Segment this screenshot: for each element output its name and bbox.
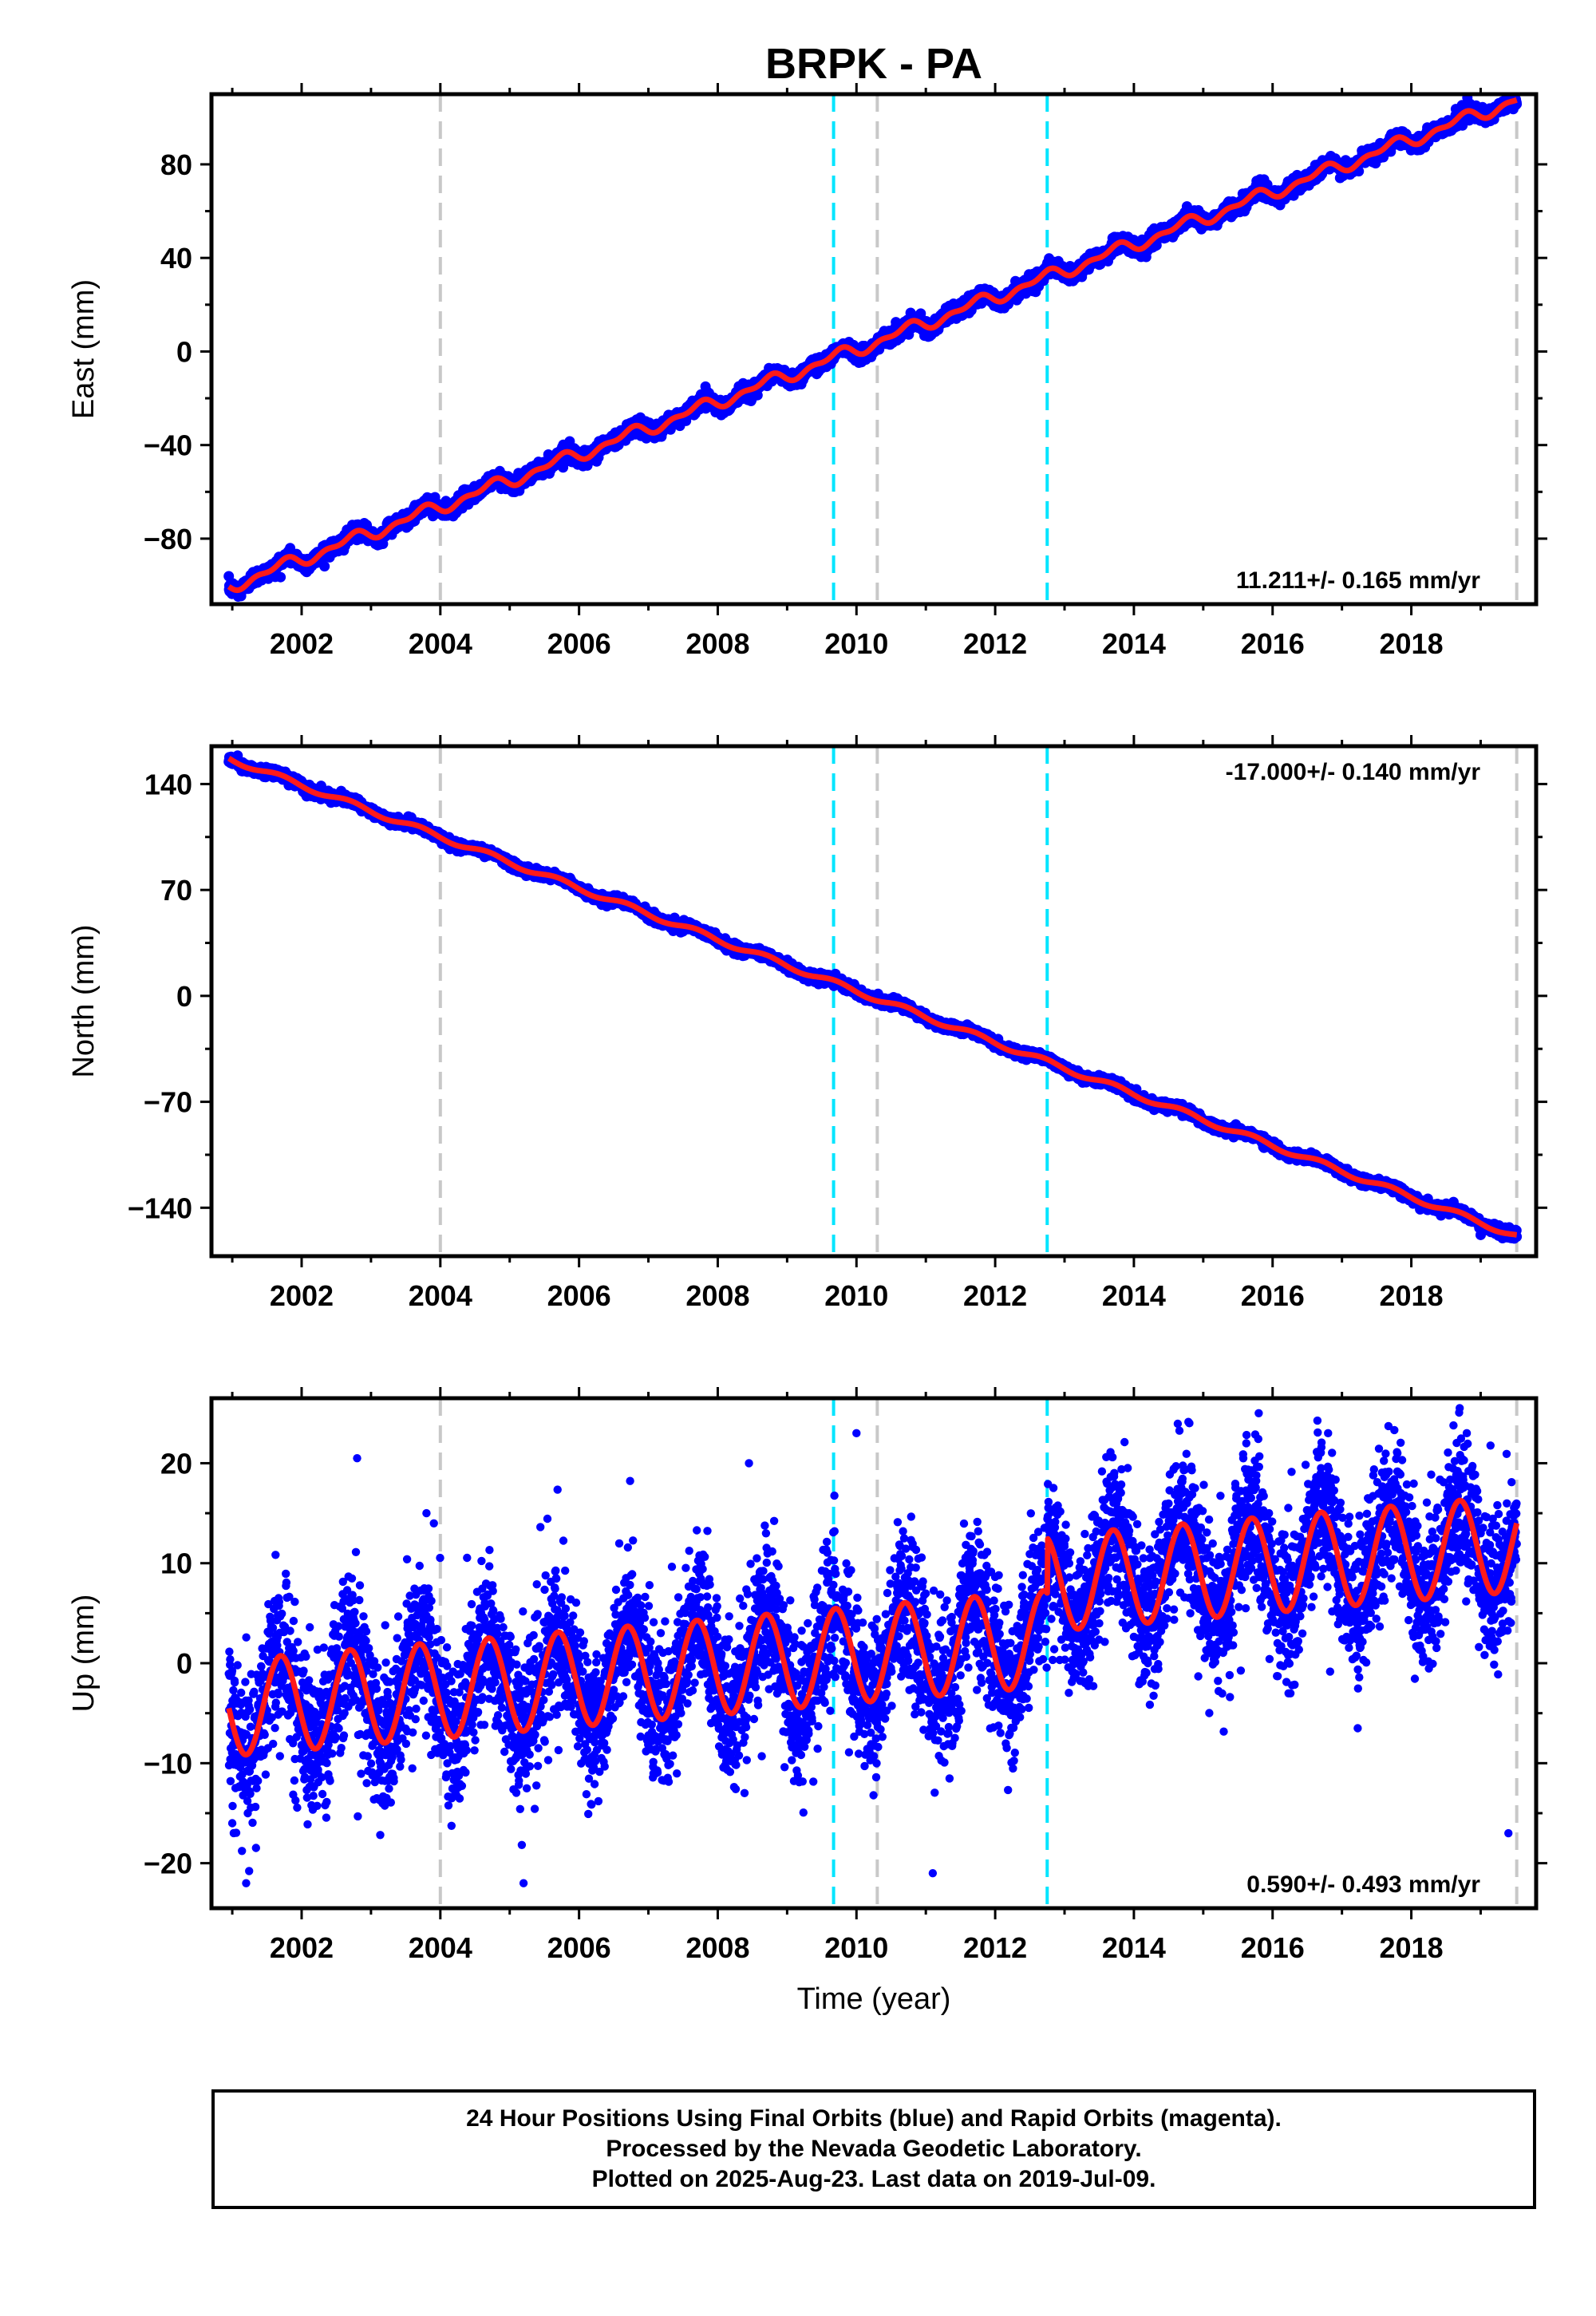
y-tick-label: −40 (144, 429, 192, 462)
y-tick-label: 40 (160, 242, 192, 275)
rate-label-east: 11.211+/- 0.165 mm/yr (1236, 567, 1480, 594)
panel-north: 2002 2004 2006 2008 2010 2012 2014 2016 2018−140… (67, 735, 1547, 1312)
x-tick-label: 2012 (963, 627, 1027, 660)
x-tick-label: 2018 (1380, 627, 1444, 660)
panels: 2002 2004 2006 2008 2010 2012 2014 2016 2018 −80 −… (67, 83, 1547, 2016)
panel-east: 2002 2004 2006 2008 2010 2012 2014 2016 2018 −80 −… (67, 83, 1547, 660)
y-tick-label: −80 (144, 523, 192, 555)
x-tick-label: 2010 (824, 627, 888, 660)
x-tick-label: 2016 (1241, 627, 1305, 660)
x-tick-label: 2004 (409, 627, 472, 660)
y-tick-label: 80 (160, 148, 192, 181)
x-tick-label: 2014 (1102, 627, 1166, 660)
plot-area-east (223, 94, 1523, 604)
x-tick-label: 2008 (685, 627, 749, 660)
y-axis-title: East (mm) (67, 279, 101, 419)
chart-title: BRPK - PA (765, 40, 982, 88)
data-point (319, 561, 330, 572)
y-tick-label: 0 (176, 335, 192, 368)
x-tick-label: 2002 (270, 627, 334, 660)
x-tick-label: 2006 (547, 627, 611, 660)
plot-area-north (223, 746, 1523, 1256)
data-point (275, 571, 286, 583)
